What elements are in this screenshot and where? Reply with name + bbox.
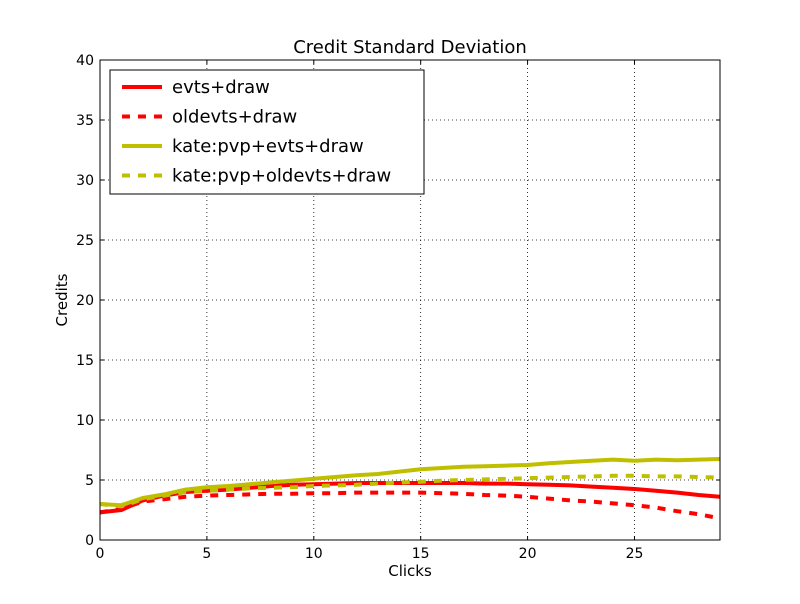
legend-label: evts+draw — [172, 77, 270, 98]
y-tick-label: 5 — [85, 473, 94, 489]
x-tick-label: 5 — [202, 546, 211, 562]
legend-label: oldevts+draw — [172, 107, 297, 128]
y-tick-label: 40 — [76, 53, 94, 69]
y-tick-label: 25 — [76, 233, 94, 249]
x-axis-label: Clicks — [388, 562, 432, 580]
y-tick-label: 35 — [76, 113, 94, 129]
legend-label: kate:pvp+oldevts+draw — [172, 166, 391, 187]
legend-label: kate:pvp+evts+draw — [172, 136, 364, 157]
series-line — [99, 481, 721, 515]
y-tick-label: 15 — [76, 353, 94, 369]
series-line — [99, 457, 721, 508]
x-tick-label: 20 — [519, 546, 537, 562]
chart-title: Credit Standard Deviation — [293, 37, 527, 58]
y-axis-label: Credits — [53, 273, 71, 326]
series-line — [99, 473, 721, 509]
y-tick-label: 20 — [76, 293, 94, 309]
x-tick-label: 10 — [305, 546, 323, 562]
x-tick-label: 0 — [96, 546, 105, 562]
y-tick-label: 10 — [76, 413, 94, 429]
axis-ticks: 0 5 10 15 20 25 0 5 10 15 20 25 30 35 40 — [76, 53, 720, 562]
y-tick-label: 0 — [85, 533, 94, 549]
x-tick-label: 25 — [626, 546, 644, 562]
series-lines — [99, 457, 721, 521]
legend: evts+draw oldevts+draw kate:pvp+evts+draw k… — [109, 69, 425, 195]
y-tick-label: 30 — [76, 173, 94, 189]
series-line — [99, 490, 721, 521]
legend-box — [109, 69, 425, 195]
x-tick-label: 15 — [412, 546, 430, 562]
